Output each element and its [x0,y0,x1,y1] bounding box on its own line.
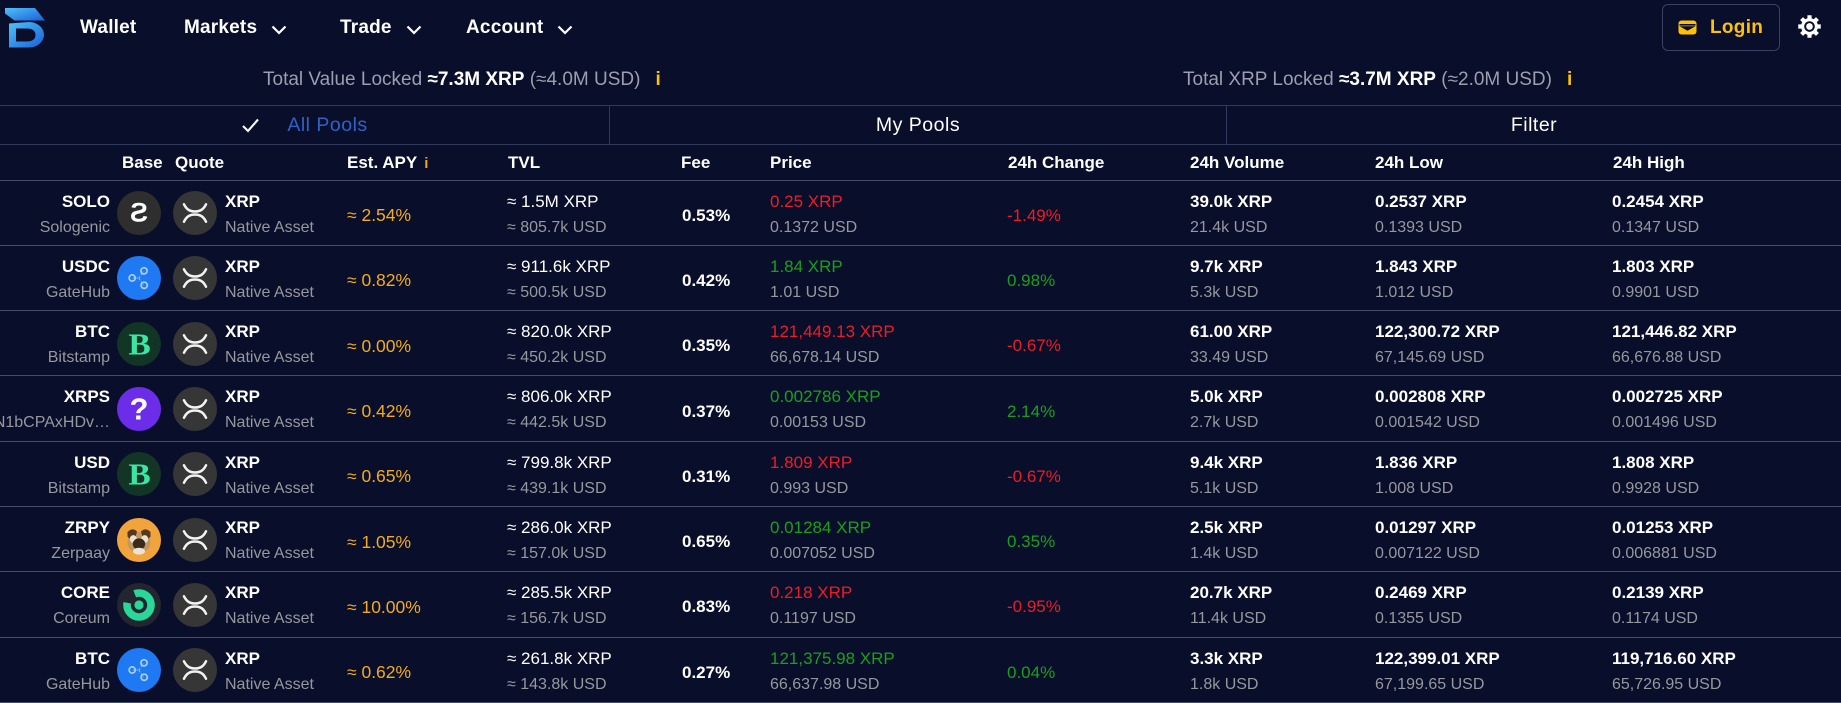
svg-text:B: B [128,326,150,361]
svg-text:?: ? [129,391,148,426]
svg-text:S: S [129,198,147,228]
svg-text:B: B [128,457,150,492]
